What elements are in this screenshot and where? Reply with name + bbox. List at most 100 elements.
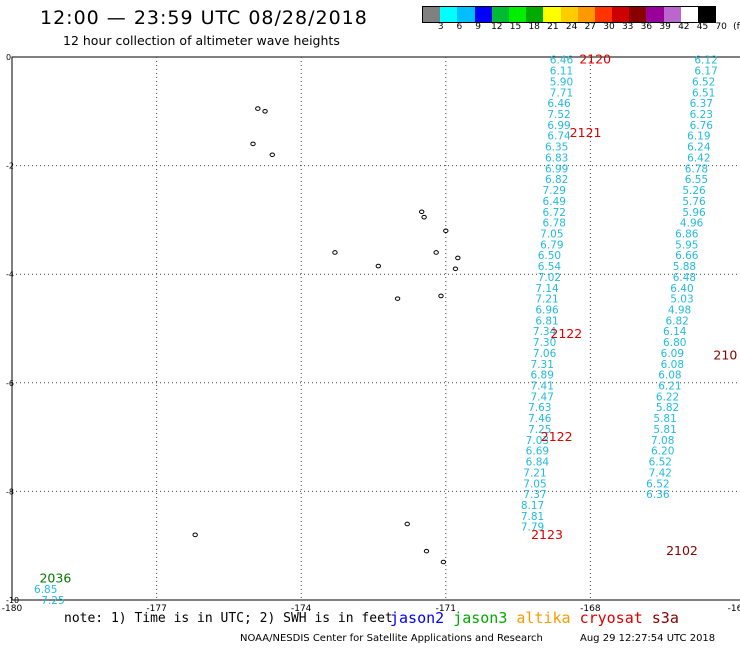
wave-height-value: 7.30 — [533, 337, 556, 349]
legend-swatch — [526, 7, 544, 22]
legend-label: 36 — [640, 22, 653, 32]
wave-height-value: 7.06 — [533, 348, 557, 360]
legend-swatch — [440, 7, 458, 22]
orbit-number-label: 2036 — [39, 570, 71, 585]
wave-height-value: 5.88 — [673, 261, 696, 273]
wave-height-value: 7.46 — [528, 413, 552, 425]
island-outline — [438, 293, 444, 299]
island-outline — [250, 141, 256, 147]
wave-height-value: 7.29 — [543, 185, 566, 197]
legend-label: 12 — [491, 22, 503, 32]
island-outline — [421, 214, 427, 220]
orbit-number-label: 2120 — [579, 52, 611, 67]
wave-height-value: 6.09 — [661, 348, 684, 360]
satellite-name: jason2 — [390, 609, 445, 627]
legend-label: 18 — [528, 22, 540, 32]
orbit-number-label: 2122 — [550, 326, 582, 341]
wave-height-value: 6.84 — [526, 457, 550, 469]
orbit-number-label: 210 — [713, 348, 737, 363]
wave-height-value: 6.55 — [685, 174, 708, 186]
island-outline — [255, 106, 261, 111]
wave-height-value: 6.12 — [694, 55, 717, 67]
wave-height-value: 6.99 — [547, 120, 570, 132]
generation-timestamp: Aug 29 12:27:54 UTC 2018 — [580, 633, 716, 644]
wave-height-value: 6.82 — [545, 174, 568, 186]
legend-swatch — [646, 7, 664, 22]
legend-swatch — [577, 7, 595, 22]
wave-height-value: 6.40 — [670, 283, 693, 295]
wave-height-value: 6.51 — [692, 87, 715, 99]
legend-swatch — [680, 7, 698, 22]
satellite-name: s3a — [651, 609, 679, 627]
island-outline — [423, 548, 430, 554]
wave-height-value: 5.76 — [682, 196, 706, 208]
wave-height-value: 6.42 — [687, 152, 710, 164]
island-outline — [440, 559, 447, 565]
island-outline — [262, 109, 268, 114]
y-tick-label: -6 — [6, 379, 14, 388]
island-outline — [394, 296, 401, 301]
y-tick-label: 0 — [6, 53, 11, 62]
map-subtitle: 12 hour collection of altimeter wave hei… — [63, 33, 340, 48]
wave-height-value: 6.49 — [543, 196, 566, 208]
wave-height-value: 7.05 — [540, 228, 563, 240]
wave-height-value: 6.79 — [540, 239, 563, 251]
wave-height-value: 5.03 — [670, 294, 693, 306]
legend-label: 30 — [603, 22, 615, 32]
wave-height-value: 6.69 — [526, 446, 549, 458]
wave-height-value: 7.14 — [535, 283, 559, 295]
wave-height-value: 6.37 — [690, 98, 713, 110]
x-tick-label: -16 — [728, 604, 740, 614]
island-outline — [332, 250, 338, 255]
y-tick-label: -4 — [6, 270, 14, 279]
wave-height-value: 6.19 — [687, 131, 710, 143]
wave-height-value: 6.11 — [550, 66, 573, 78]
orbit-number-label: 2102 — [666, 543, 698, 558]
island-outline — [452, 266, 459, 272]
legend-label: (ft) — [733, 22, 740, 32]
legend-swatch — [508, 7, 527, 22]
x-tick-label: -180 — [2, 604, 23, 614]
wave-height-value: 6.66 — [675, 250, 699, 262]
wave-height-value: 6.48 — [673, 272, 696, 284]
wave-height-value: 6.35 — [545, 142, 568, 154]
island-outline — [443, 228, 449, 234]
legend-label: 24 — [565, 22, 578, 32]
x-tick-label: -171 — [436, 604, 456, 614]
orbit-number-label: 2122 — [541, 429, 573, 444]
wave-height-value: 5.81 — [653, 413, 676, 425]
legend-label: 39 — [659, 22, 671, 32]
wave-height-value: 6.08 — [661, 359, 684, 371]
wave-height-value: 6.96 — [535, 304, 559, 316]
footnote: note: 1) Time is in UTC; 2) SWH is in fe… — [64, 611, 393, 626]
wave-height-value: 6.82 — [665, 315, 688, 327]
wave-height-value: 7.21 — [535, 294, 558, 306]
wave-height-value: 7.52 — [547, 109, 570, 121]
credit-line: NOAA/NESDIS Center for Satellite Applica… — [240, 633, 543, 644]
wave-height-value: 7.79 — [521, 522, 544, 534]
wave-height-value: 7.03 — [526, 435, 549, 447]
legend-label: 15 — [509, 22, 522, 32]
wave-height-value: 6.85 — [34, 584, 57, 596]
wave-height-value: 7.41 — [531, 381, 554, 393]
orbit-number-label: 2121 — [570, 125, 602, 140]
wave-height-value: 7.31 — [531, 359, 554, 371]
y-tick-label: -10 — [6, 596, 19, 605]
wave-height-value: 7.81 — [521, 511, 544, 523]
wave-height-value: 6.08 — [658, 370, 681, 382]
wave-height-value: 6.24 — [687, 142, 711, 154]
legend-swatch — [594, 7, 613, 22]
island-outline — [192, 532, 198, 538]
x-tick-label: -177 — [146, 604, 166, 614]
wave-height-value: 8.17 — [521, 500, 544, 512]
wave-height-value: 6.50 — [538, 250, 561, 262]
wave-height-value: 6.89 — [531, 370, 554, 382]
legend-label: 6 — [456, 22, 463, 32]
orbit-number-label: 2123 — [531, 527, 563, 542]
wave-height-value: 6.78 — [685, 163, 708, 175]
legend-swatch — [629, 7, 647, 22]
legend-swatch — [663, 7, 681, 22]
wave-height-value: 6.52 — [649, 457, 672, 469]
